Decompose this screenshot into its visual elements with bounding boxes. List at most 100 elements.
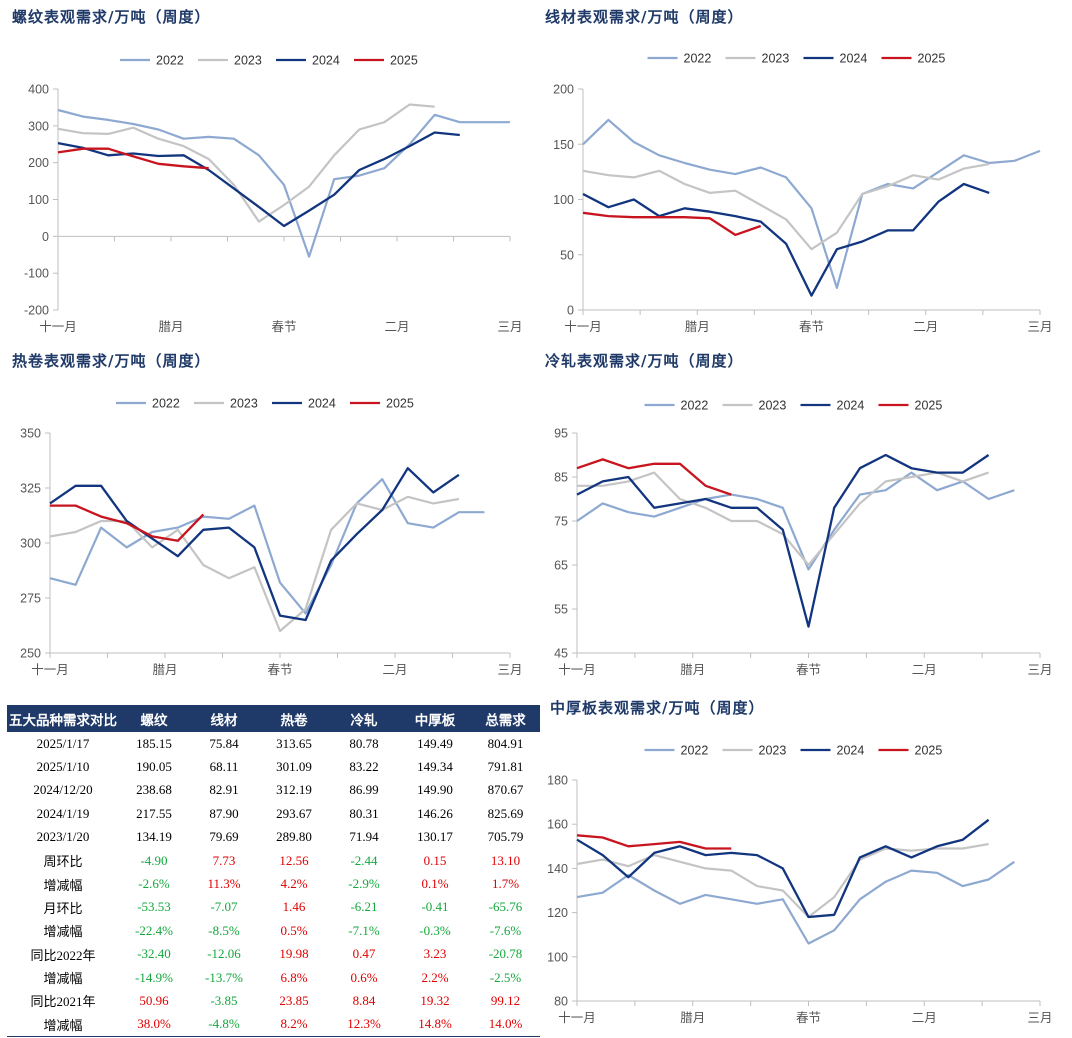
series-line-2022	[576, 471, 1015, 571]
table-cell: 149.49	[417, 735, 453, 751]
x-tick-label: 春节	[271, 320, 296, 334]
table-cell: 870.67	[487, 782, 524, 798]
table-cell: 86.99	[349, 782, 379, 798]
row-label: 2025/1/17	[36, 735, 90, 751]
legend-label: 2022	[681, 399, 709, 413]
table-row: 增减幅 -2.6% 11.3% 4.2% -2.9% 0.1% 1.7%	[7, 872, 540, 895]
x-tick-label: 腊月	[680, 663, 705, 677]
table-cell: 75.84	[209, 735, 239, 751]
header-total: 总需求	[471, 705, 540, 732]
hrc-chart-title: 热卷表观需求/万吨（周度）	[12, 352, 211, 370]
table-cell: -12.06	[207, 946, 241, 962]
row-label: 2024/1/19	[36, 805, 90, 821]
series-line-2024	[576, 453, 990, 628]
series-line-2024	[49, 467, 460, 622]
table-cell: 80.78	[349, 735, 379, 751]
table-cell: 14.0%	[471, 1012, 540, 1038]
table-cell: 289.80	[276, 829, 312, 845]
series-line-2023	[57, 103, 435, 223]
row-label: 2025/1/10	[36, 759, 90, 775]
table-cell: 80.31	[349, 805, 379, 821]
table-cell: -2.44	[350, 852, 378, 868]
legend-label: 2025	[386, 397, 414, 411]
table-cell: 1.46	[282, 899, 306, 915]
table-row: 月环比 -53.53 -7.07 1.46 -6.21 -0.41 -65.76	[7, 896, 540, 919]
x-tick-label: 腊月	[680, 1011, 705, 1025]
table-cell: 804.91	[487, 735, 524, 751]
x-tick-label: 十一月	[31, 663, 69, 677]
x-tick-label: 腊月	[685, 320, 710, 334]
row-label: 同比2021年	[30, 994, 96, 1010]
legend-label: 2024	[308, 397, 336, 411]
y-tick-label: 180	[547, 774, 568, 788]
table-cell: -2.9%	[348, 876, 380, 892]
row-label: 增减幅	[43, 924, 83, 940]
series-line-2025	[576, 834, 732, 850]
y-tick-label: 140	[547, 862, 568, 876]
row-label: 2024/12/20	[33, 782, 93, 798]
y-tick-label: 300	[28, 119, 49, 133]
series-line-2025	[582, 211, 762, 237]
x-tick-label: 二月	[912, 1011, 937, 1025]
table-cell: -7.1%	[348, 922, 380, 938]
table-cell: 0.15	[423, 852, 447, 868]
table-cell: 38.0%	[119, 1012, 189, 1038]
y-tick-label: 400	[28, 83, 49, 97]
table-cell: -20.78	[488, 946, 523, 962]
legend-label: 2023	[230, 397, 258, 411]
table-cell: 825.69	[487, 805, 524, 821]
table-cell: 149.90	[417, 782, 453, 798]
table-cell: 293.67	[276, 805, 312, 821]
table-cell: -32.40	[137, 946, 171, 962]
table-cell: 8.84	[352, 992, 376, 1008]
table-cell: 2.2%	[421, 969, 449, 985]
legend-label: 2023	[759, 744, 787, 758]
series-line-2022	[57, 108, 510, 258]
table-row: 2023/1/20 134.19 79.69 289.80 71.94 130.17 705…	[7, 826, 540, 849]
table-row: 同比2021年 50.96 -3.85 23.85 8.84 19.32 99.12	[7, 989, 540, 1012]
table-cell: -53.53	[137, 899, 171, 915]
table-cell: 130.17	[417, 829, 453, 845]
y-tick-label: 0	[42, 230, 49, 244]
table-cell: 0.6%	[350, 969, 378, 985]
table-cell: -2.5%	[489, 969, 522, 985]
table-cell: 217.55	[136, 805, 172, 821]
header-plate: 中厚板	[399, 705, 471, 732]
x-tick-label: 十一月	[558, 663, 596, 677]
header-crc: 冷轧	[329, 705, 399, 732]
y-tick-label: 120	[547, 906, 568, 920]
wire-chart-title: 线材表观需求/万吨（周度）	[545, 8, 744, 26]
legend-label: 2025	[915, 399, 943, 413]
table-cell: -3.85	[210, 992, 238, 1008]
table-cell: -65.76	[488, 899, 523, 915]
crc-chart: 45 55 65 75 85 95 十一月 腊月 春节 二月 三月 2022 2023 2024 2025	[554, 399, 1052, 678]
y-tick-label: 350	[20, 427, 41, 441]
x-tick-label: 腊月	[152, 663, 177, 677]
series-line-2022	[49, 478, 485, 615]
table-cell: 0.1%	[421, 876, 449, 892]
y-tick-label: 75	[554, 515, 568, 529]
table-cell: 87.90	[209, 805, 239, 821]
row-label: 增减幅	[43, 971, 83, 987]
plate-chart-title: 中厚板表观需求/万吨（周度）	[550, 699, 765, 717]
row-label: 月环比	[43, 900, 83, 916]
x-tick-label: 二月	[913, 320, 938, 334]
series-line-2022	[582, 118, 1041, 289]
table-cell: 134.19	[136, 829, 172, 845]
table-row: 增减幅 -14.9% -13.7% 6.8% 0.6% 2.2% -2.5%	[7, 966, 540, 989]
legend-label: 2023	[759, 399, 787, 413]
table-header-row: 五大品种需求对比 螺纹 线材 热卷 冷轧 中厚板 总需求	[7, 705, 540, 732]
header-hrc: 热卷	[259, 705, 329, 732]
legend-label: 2022	[684, 52, 712, 66]
series-line-2025	[57, 147, 209, 170]
x-tick-label: 二月	[384, 320, 409, 334]
table-cell: 19.32	[420, 992, 450, 1008]
y-tick-label: 85	[554, 471, 568, 485]
table-cell: 79.69	[209, 829, 239, 845]
table-cell: 8.2%	[259, 1012, 329, 1038]
rebar-chart-title: 螺纹表观需求/万吨（周度）	[12, 8, 211, 26]
table-row: 增减幅 38.0% -4.8% 8.2% 12.3% 14.8% 14.0%	[7, 1012, 540, 1038]
legend-label: 2023	[234, 54, 262, 68]
table-cell: 791.81	[487, 759, 524, 775]
table-cell: 14.8%	[399, 1012, 471, 1038]
